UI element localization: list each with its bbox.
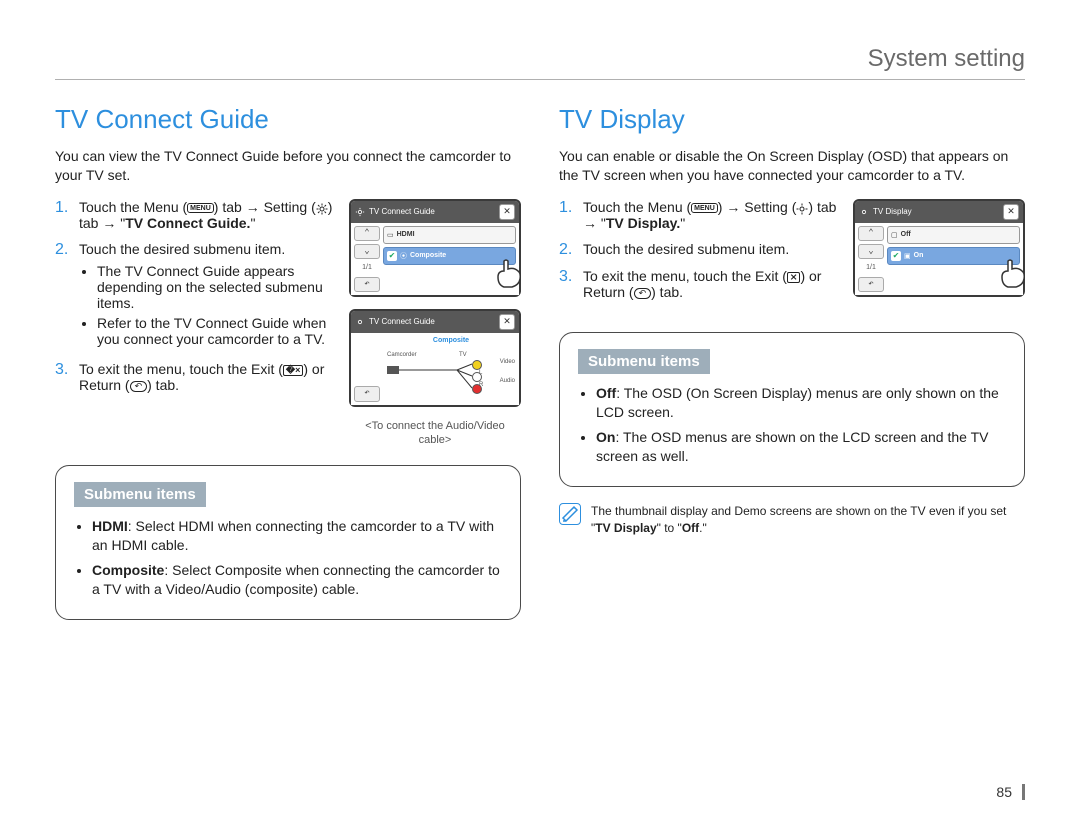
screens-right: TV Display ✕ ⌃ ⌄ 1/1 ↶ ▢Off [853,199,1025,315]
touch-hand-icon [489,251,529,291]
menu-row-off: ▢Off [887,226,1020,244]
close-icon: ✕ [499,314,515,330]
menu-icon: MENU [691,203,718,213]
left-column: TV Connect Guide You can view the TV Con… [55,104,521,620]
step-3-text: To exit the menu, touch the Exit (�×) or… [79,361,337,393]
return-button: ↶ [354,386,380,402]
screenshot-composite-diagram: TV Connect Guide ✕ ↶ Composite [349,309,521,407]
step-number: 3. [559,268,575,300]
note-row: The thumbnail display and Demo screens a… [559,503,1025,537]
up-button: ⌃ [354,226,380,241]
touch-hand-icon [993,251,1033,291]
submenu-label: Submenu items [74,482,206,507]
close-icon: �× [283,365,303,376]
gear-icon [859,207,869,217]
tv-connect-lead: You can view the TV Connect Guide before… [55,147,521,185]
step-1-text: Touch the Menu (MENU) tab → Setting () t… [79,199,337,231]
step-number: 2. [55,241,71,351]
screenshot-tv-display-menu: TV Display ✕ ⌃ ⌄ 1/1 ↶ ▢Off [853,199,1025,297]
gear-icon [355,317,365,327]
steps-left: 1. Touch the Menu (MENU) tab → Setting (… [55,199,337,448]
submenu-box-left: Submenu items HDMI: Select HDMI when con… [55,465,521,620]
connector-audio-l [472,372,482,382]
return-button: ↶ [354,277,380,292]
submenu-item-off: Off: The OSD (On Screen Display) menus a… [596,384,1006,422]
step-number: 1. [55,199,71,231]
submenu-label: Submenu items [578,349,710,374]
section-title-tv-display: TV Display [559,104,1025,135]
step-number: 2. [559,241,575,259]
tv-display-lead: You can enable or disable the On Screen … [559,147,1025,185]
right-column: TV Display You can enable or disable the… [559,104,1025,620]
step-2-bullet: Refer to the TV Connect Guide when you c… [97,315,337,347]
composite-label: Composite [387,337,515,344]
menu-row-hdmi: ▭HDMI [383,226,516,244]
diagram-caption: <To connect the Audio/Video cable> [349,419,521,448]
pager: 1/1 [354,262,380,274]
submenu-item-on: On: The OSD menus are shown on the LCD s… [596,428,1006,466]
gear-icon [796,202,808,214]
menu-icon: MENU [187,203,214,213]
screen-title: TV Connect Guide [369,207,435,216]
gear-icon [316,202,328,214]
close-icon: ✕ [1003,204,1019,220]
camcorder-label: Camcorder [387,352,417,358]
step-1-text: Touch the Menu (MENU) → Setting () tab →… [583,199,841,231]
note-icon [559,503,581,525]
tv-label: TV [459,352,467,358]
steps-and-screens-right: 1. Touch the Menu (MENU) → Setting () ta… [559,199,1025,315]
step-2-bullet: The TV Connect Guide appears depending o… [97,263,337,311]
pager: 1/1 [858,262,884,274]
steps-and-screens: 1. Touch the Menu (MENU) tab → Setting (… [55,199,521,448]
connector-audio-r [472,384,482,394]
return-icon: ↶ [130,381,148,392]
manual-page: System setting TV Connect Guide You can … [0,0,1080,825]
close-icon: ⨯ [787,272,801,283]
gear-icon [355,207,365,217]
step-number: 3. [55,361,71,393]
step-3-text: To exit the menu, touch the Exit (⨯) or … [583,268,841,300]
page-header: System setting [55,45,1025,80]
screens-left: TV Connect Guide ✕ ⌃ ⌄ 1/1 ↶ ▭HDMI [349,199,521,448]
up-button: ⌃ [858,226,884,241]
screen-title: TV Connect Guide [369,317,435,326]
note-text: The thumbnail display and Demo screens a… [591,503,1025,537]
section-title-tv-connect-guide: TV Connect Guide [55,104,521,135]
step-2-text: Touch the desired submenu item. The TV C… [79,241,337,351]
submenu-box-right: Submenu items Off: The OSD (On Screen Di… [559,332,1025,487]
connector-video [472,360,482,370]
steps-right: 1. Touch the Menu (MENU) → Setting () ta… [559,199,841,315]
submenu-item-hdmi: HDMI: Select HDMI when connecting the ca… [92,517,502,555]
submenu-item-composite: Composite: Select Composite when connect… [92,561,502,599]
two-column-layout: TV Connect Guide You can view the TV Con… [55,104,1025,620]
screenshot-tv-connect-menu: TV Connect Guide ✕ ⌃ ⌄ 1/1 ↶ ▭HDMI [349,199,521,297]
screen-title: TV Display [873,207,912,216]
step-number: 1. [559,199,575,231]
step-2-text: Touch the desired submenu item. [583,241,789,259]
return-button: ↶ [858,277,884,292]
down-button: ⌄ [858,244,884,259]
down-button: ⌄ [354,244,380,259]
page-number: 85 [996,784,1025,800]
return-icon: ↶ [634,288,652,299]
close-icon: ✕ [499,204,515,220]
